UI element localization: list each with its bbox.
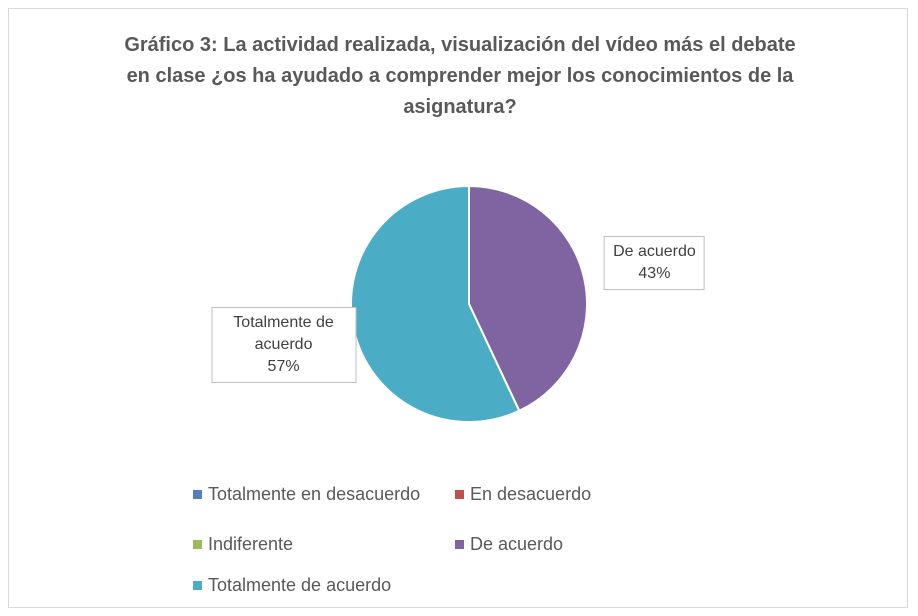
data-label-value: 43% [638, 264, 671, 282]
chart-title: Gráfico 3: La actividad realizada, visua… [124, 34, 796, 118]
legend-swatch [455, 490, 464, 499]
data-label-category: Totalmente de acuerdo [233, 314, 334, 354]
legend-item: Totalmente de acuerdo [193, 575, 391, 596]
data-label: De acuerdo 43% [604, 235, 705, 290]
legend-label: De acuerdo [470, 534, 564, 554]
legend-swatch [455, 540, 464, 549]
legend-label: Totalmente de acuerdo [208, 575, 392, 595]
legend-item: Totalmente en desacuerdo [193, 484, 420, 505]
legend-label: Indiferente [208, 534, 294, 554]
legend-label: Totalmente en desacuerdo [208, 484, 421, 504]
legend-item: De acuerdo [455, 534, 563, 555]
legend-label: En desacuerdo [470, 484, 592, 504]
pie-slice [468, 184, 588, 413]
chart-frame [8, 8, 908, 608]
legend-swatch [193, 581, 202, 590]
legend-item: Indiferente [193, 534, 293, 555]
legend-swatch [193, 490, 202, 499]
data-label-value: 57% [267, 358, 300, 376]
legend-swatch [193, 540, 202, 549]
data-label-category: De acuerdo [613, 242, 696, 260]
data-label: Totalmente de acuerdo 57% [211, 307, 357, 384]
legend-item: En desacuerdo [455, 484, 591, 505]
